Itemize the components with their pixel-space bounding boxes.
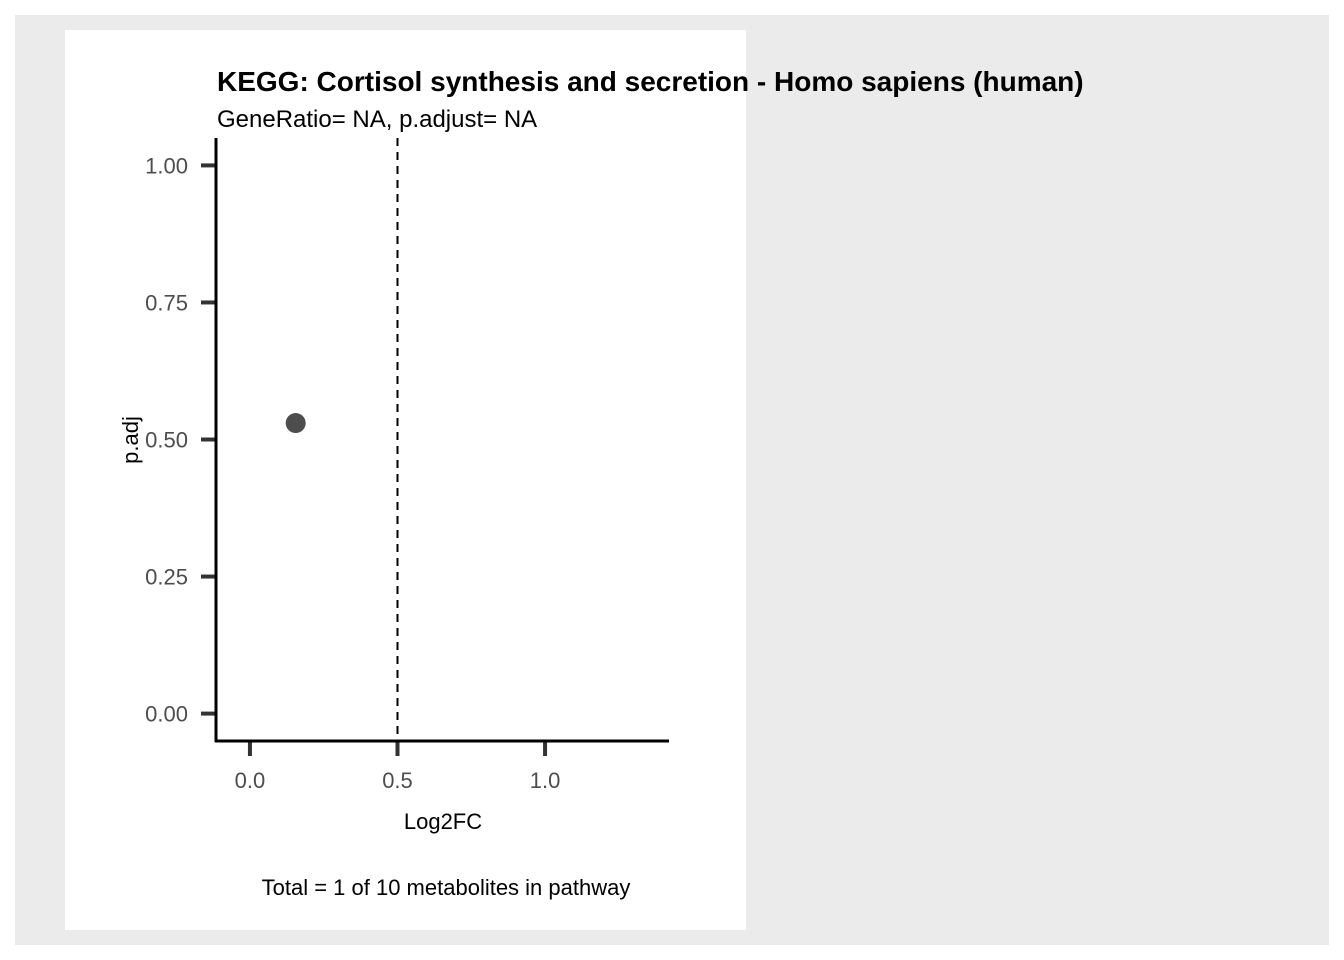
x-tick-label: 0.5 (382, 768, 413, 793)
chart-caption: Total = 1 of 10 metabolites in pathway (262, 875, 631, 900)
data-points (285, 413, 306, 434)
y-tick-label: 0.75 (145, 290, 188, 315)
chart-subtitle: GeneRatio= NA, p.adjust= NA (217, 106, 537, 133)
x-tick-label: 1.0 (530, 768, 561, 793)
x-axis-ticks: 0.0 0.5 1.0 (235, 741, 561, 793)
y-tick-label: 0.50 (145, 428, 188, 453)
plot-background (65, 30, 746, 930)
x-tick-label: 0.0 (235, 768, 266, 793)
y-tick-label: 0.00 (145, 702, 188, 727)
y-tick-label: 0.25 (145, 565, 188, 590)
y-axis-title: p.adj (118, 416, 143, 464)
y-tick-label: 1.00 (145, 153, 188, 178)
y-axis-ticks: 0.00 0.25 0.50 0.75 1.00 (145, 153, 216, 727)
data-point (285, 413, 306, 434)
chart-title: KEGG: Cortisol synthesis and secretion -… (217, 66, 1084, 97)
x-axis-title: Log2FC (404, 809, 482, 834)
